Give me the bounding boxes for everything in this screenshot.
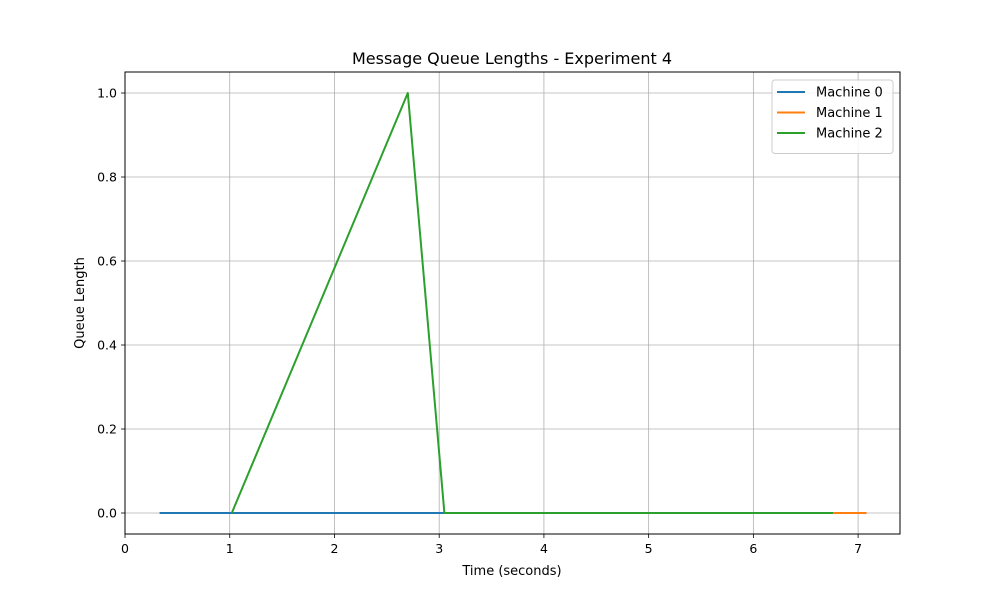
plot-area <box>124 71 901 535</box>
x-tick-label-1: 1 <box>226 541 234 556</box>
legend-label-machine-0: Machine 0 <box>816 86 883 101</box>
y-tick-label-5: 1.0 <box>97 86 117 101</box>
y-tick-label-3: 0.6 <box>97 254 117 269</box>
x-tick-label-6: 6 <box>749 541 757 556</box>
legend-label-machine-2: Machine 2 <box>816 127 883 142</box>
legend-label-machine-1: Machine 1 <box>816 106 883 121</box>
axis-ticks: 0 1 2 3 4 5 6 7 0.0 0.2 0.4 0.6 0.8 1.0 <box>97 86 862 557</box>
x-tick-label-7: 7 <box>854 541 862 556</box>
y-tick-label-2: 0.4 <box>97 338 117 353</box>
y-tick-label-1: 0.2 <box>97 422 117 437</box>
x-tick-label-4: 4 <box>540 541 548 556</box>
y-tick-label-0: 0.0 <box>97 506 117 521</box>
series-line-machine-2 <box>230 92 833 514</box>
plot-lines <box>159 92 867 514</box>
x-tick-label-0: 0 <box>121 541 129 556</box>
chart-title: Message Queue Lengths - Experiment 4 <box>352 49 672 68</box>
y-axis-label: Queue Length <box>73 257 88 349</box>
x-tick-label-2: 2 <box>330 541 338 556</box>
legend: Machine 0 Machine 1 Machine 2 <box>771 79 894 154</box>
x-tick-label-5: 5 <box>645 541 653 556</box>
x-tick-label-3: 3 <box>435 541 443 556</box>
y-tick-label-4: 0.8 <box>97 170 117 185</box>
x-axis-label: Time (seconds) <box>461 564 561 579</box>
legend-box <box>771 79 894 154</box>
